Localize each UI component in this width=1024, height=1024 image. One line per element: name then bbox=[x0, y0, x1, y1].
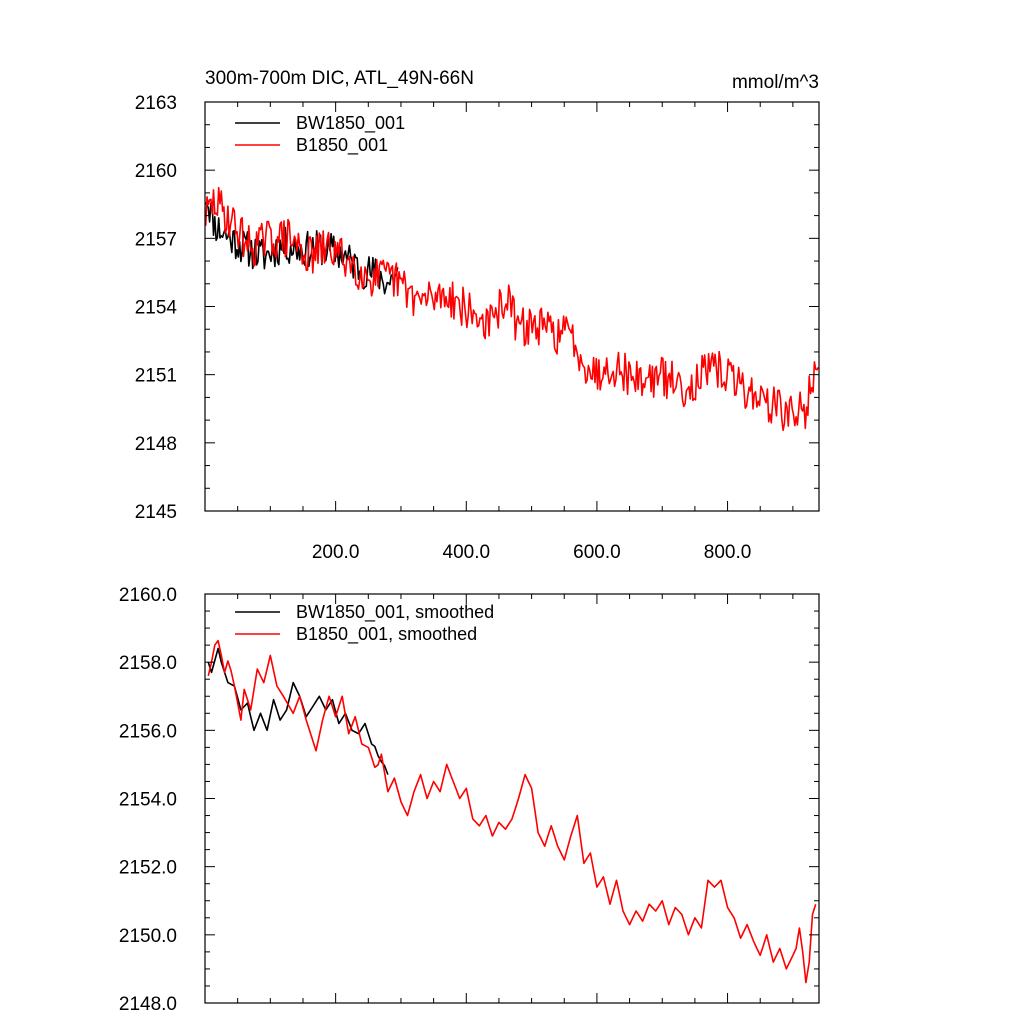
series-line-b1850-001 bbox=[205, 186, 819, 432]
x-tick-label: 200.0 bbox=[312, 542, 360, 563]
legend-label: B1850_001, smoothed bbox=[296, 624, 477, 645]
y-tick-label: 2160 bbox=[135, 161, 177, 182]
y-tick-label: 2157 bbox=[135, 229, 177, 250]
top-panel: 2145 2148 2151 2154 2157 2160 2163 200.0 400.0 60… bbox=[135, 68, 820, 563]
series-line-b1850-001-smoothed bbox=[207, 639, 817, 984]
y-tick-label: 2151 bbox=[135, 366, 177, 387]
y-tick-label: 2154 bbox=[135, 298, 178, 319]
x-tick-label: 600.0 bbox=[573, 542, 621, 563]
y-tick-label: 2145 bbox=[135, 502, 177, 523]
y-tick-label: 2154.0 bbox=[119, 790, 177, 811]
y-tick-label: 2148 bbox=[135, 434, 177, 455]
legend-label: BW1850_001, smoothed bbox=[296, 602, 494, 623]
units-label: mmol/m^3 bbox=[732, 72, 819, 93]
plot-frame bbox=[204, 593, 820, 1004]
y-tick-label: 2152.0 bbox=[119, 858, 177, 879]
series-line-bw1850-001-smoothed bbox=[207, 647, 389, 775]
y-tick-label: 2150.0 bbox=[119, 926, 177, 947]
legend-label: BW1850_001 bbox=[296, 113, 405, 134]
bottom-panel: 2148.0 2150.0 2152.0 2154.0 2156.0 2158.0 2160… bbox=[119, 585, 820, 1015]
x-tick-label: 400.0 bbox=[443, 542, 491, 563]
legend-label: B1850_001 bbox=[296, 135, 388, 156]
y-tick-label: 2156.0 bbox=[119, 721, 177, 742]
x-tick-label: 800.0 bbox=[704, 542, 752, 563]
y-tick-label: 2160.0 bbox=[119, 585, 177, 606]
y-tick-label: 2148.0 bbox=[119, 994, 177, 1015]
y-tick-label: 2158.0 bbox=[119, 653, 177, 674]
chart-title: 300m-700m DIC, ATL_49N-66N bbox=[205, 68, 474, 89]
y-tick-label: 2163 bbox=[135, 93, 177, 114]
